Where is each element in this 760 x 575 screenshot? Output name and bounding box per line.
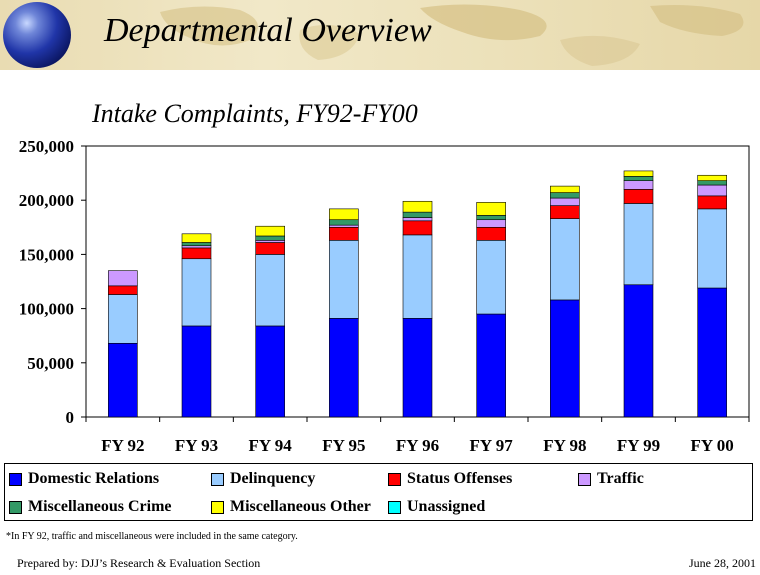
bar-segment-fy96-traffic <box>402 217 433 222</box>
x-tick-label: FY 95 <box>322 436 365 455</box>
bar-segment-fy96-miscellaneous-other <box>402 200 433 213</box>
legend-label: Traffic <box>597 470 644 487</box>
bar-segment-fy93-traffic <box>181 245 212 249</box>
bar-segment-fy97-miscellaneous-other <box>476 202 506 216</box>
bar-segment-fy97-domestic-relations <box>476 313 506 418</box>
legend-swatch <box>388 472 401 486</box>
x-tick-label: FY 00 <box>691 436 734 455</box>
bar-segment-fy94-traffic <box>255 240 285 243</box>
bar-segment-fy97-traffic <box>476 219 506 228</box>
legend-item-delinquency: Delinquency <box>211 470 315 488</box>
x-tick-label: FY 97 <box>470 436 514 455</box>
bar-segment-fy98-miscellaneous-other <box>550 185 580 193</box>
y-tick-label: 0 <box>66 408 75 427</box>
bar-segment-fy00-miscellaneous-other <box>697 174 727 181</box>
bar-segment-fy98-delinquency <box>550 218 580 301</box>
legend-label: Domestic Relations <box>28 470 160 487</box>
y-tick-label: 200,000 <box>19 191 74 210</box>
world-map-background <box>160 4 744 66</box>
x-tick-label: FY 98 <box>543 436 586 455</box>
legend-label: Status Offenses <box>407 470 513 487</box>
bar-segment-fy96-miscellaneous-crime <box>402 211 433 218</box>
bar-segment-fy95-domestic-relations <box>329 318 359 418</box>
bar-segment-fy97-status-offenses <box>476 227 506 241</box>
bar-segment-fy95-miscellaneous-other <box>329 208 359 221</box>
bar-segment-fy96-delinquency <box>402 234 433 319</box>
legend-swatch <box>9 500 22 514</box>
bar-segment-fy99-domestic-relations <box>623 284 654 418</box>
bar-segment-fy96-domestic-relations <box>402 318 433 418</box>
bar-segment-fy99-status-offenses <box>623 189 654 204</box>
bar-segment-fy00-miscellaneous-crime <box>697 180 727 186</box>
chart-title: Intake Complaints, FY92-FY00 <box>92 99 418 128</box>
legend-label: Unassigned <box>407 498 486 515</box>
bar-segment-fy93-status-offenses <box>181 247 212 260</box>
header-banner: Departmental Overview <box>0 0 760 70</box>
bar-segment-fy94-status-offenses <box>255 242 285 255</box>
legend-item-miscellaneous-other: Miscellaneous Other <box>211 498 371 516</box>
bar-segment-fy97-delinquency <box>476 240 506 315</box>
bar-segment-fy95-status-offenses <box>329 227 359 241</box>
bar-segment-fy00-delinquency <box>697 208 727 289</box>
y-tick-label: 250,000 <box>19 137 74 156</box>
bar-segment-fy98-status-offenses <box>550 205 580 219</box>
bar-segment-fy94-miscellaneous-crime <box>255 235 285 241</box>
bar-segment-fy93-miscellaneous-crime <box>181 242 212 247</box>
bar-segment-fy99-delinquency <box>623 203 654 286</box>
bar-segment-fy93-delinquency <box>181 258 212 327</box>
chart-legend: Domestic Relations Delinquency Status Offe… <box>4 463 753 521</box>
legend-item-unassigned: Unassigned <box>388 498 485 516</box>
bar-segment-fy93-domestic-relations <box>181 325 212 418</box>
bar-segment-fy94-miscellaneous-other <box>255 225 285 237</box>
legend-label: Miscellaneous Other <box>230 498 371 515</box>
x-tick-label: FY 92 <box>101 436 144 455</box>
prepared-by: Prepared by: DJJ’s Research & Evaluation… <box>17 556 261 570</box>
bar-segment-fy92-traffic <box>108 270 138 287</box>
bar-segment-fy98-miscellaneous-crime <box>550 192 580 199</box>
bar-segment-fy00-traffic <box>697 184 727 197</box>
bar-segment-fy98-traffic <box>550 197 580 206</box>
bar-segment-fy92-delinquency <box>108 294 138 344</box>
bar-segment-fy94-delinquency <box>255 254 285 327</box>
page-title: Departmental Overview <box>104 12 432 49</box>
bar-segment-fy98-domestic-relations <box>550 299 580 418</box>
bar-segment-fy96-status-offenses <box>402 220 433 236</box>
bar-segment-fy93-miscellaneous-other <box>181 233 212 243</box>
legend-item-traffic: Traffic <box>578 470 644 488</box>
bar-segment-fy99-traffic <box>623 180 654 190</box>
x-tick-label: FY 96 <box>396 436 439 455</box>
bar-segment-fy95-traffic <box>329 224 359 228</box>
bar-segment-fy92-status-offenses <box>108 285 138 295</box>
bar-segment-fy95-miscellaneous-crime <box>329 219 359 226</box>
x-tick-label: FY 93 <box>175 436 218 455</box>
bar-segment-fy94-domestic-relations <box>255 325 285 418</box>
bar-segment-fy99-miscellaneous-crime <box>623 176 654 181</box>
bar-segment-fy99-miscellaneous-other <box>623 170 654 177</box>
legend-item-status-offenses: Status Offenses <box>388 470 512 488</box>
legend-swatch <box>211 500 224 514</box>
y-tick-label: 100,000 <box>19 300 74 319</box>
legend-swatch <box>211 472 224 486</box>
x-tick-label: FY 94 <box>249 436 293 455</box>
bar-segment-fy00-status-offenses <box>697 195 727 210</box>
legend-item-domestic-relations: Domestic Relations <box>9 470 159 488</box>
bar-segment-fy95-delinquency <box>329 240 359 319</box>
legend-swatch <box>388 500 401 514</box>
bar-segment-fy92-domestic-relations <box>108 342 138 418</box>
footnote: *In FY 92, traffic and miscellaneous wer… <box>6 531 298 542</box>
y-tick-label: 50,000 <box>27 354 74 373</box>
legend-label: Miscellaneous Crime <box>28 498 172 515</box>
legend-swatch <box>9 472 22 486</box>
y-tick-label: 150,000 <box>19 245 74 264</box>
stacked-bar-chart: 0 50,000 100,000 150,000 200,000 250,000 FY 92… <box>19 137 750 455</box>
bar-segment-fy97-miscellaneous-crime <box>476 215 506 221</box>
bar-segment-fy00-domestic-relations <box>697 287 727 418</box>
legend-item-miscellaneous-crime: Miscellaneous Crime <box>9 498 172 516</box>
report-date: June 28, 2001 <box>689 556 756 570</box>
x-tick-label: FY 99 <box>617 436 660 455</box>
globe-logo <box>3 2 71 68</box>
legend-swatch <box>578 472 591 486</box>
legend-label: Delinquency <box>230 470 316 487</box>
